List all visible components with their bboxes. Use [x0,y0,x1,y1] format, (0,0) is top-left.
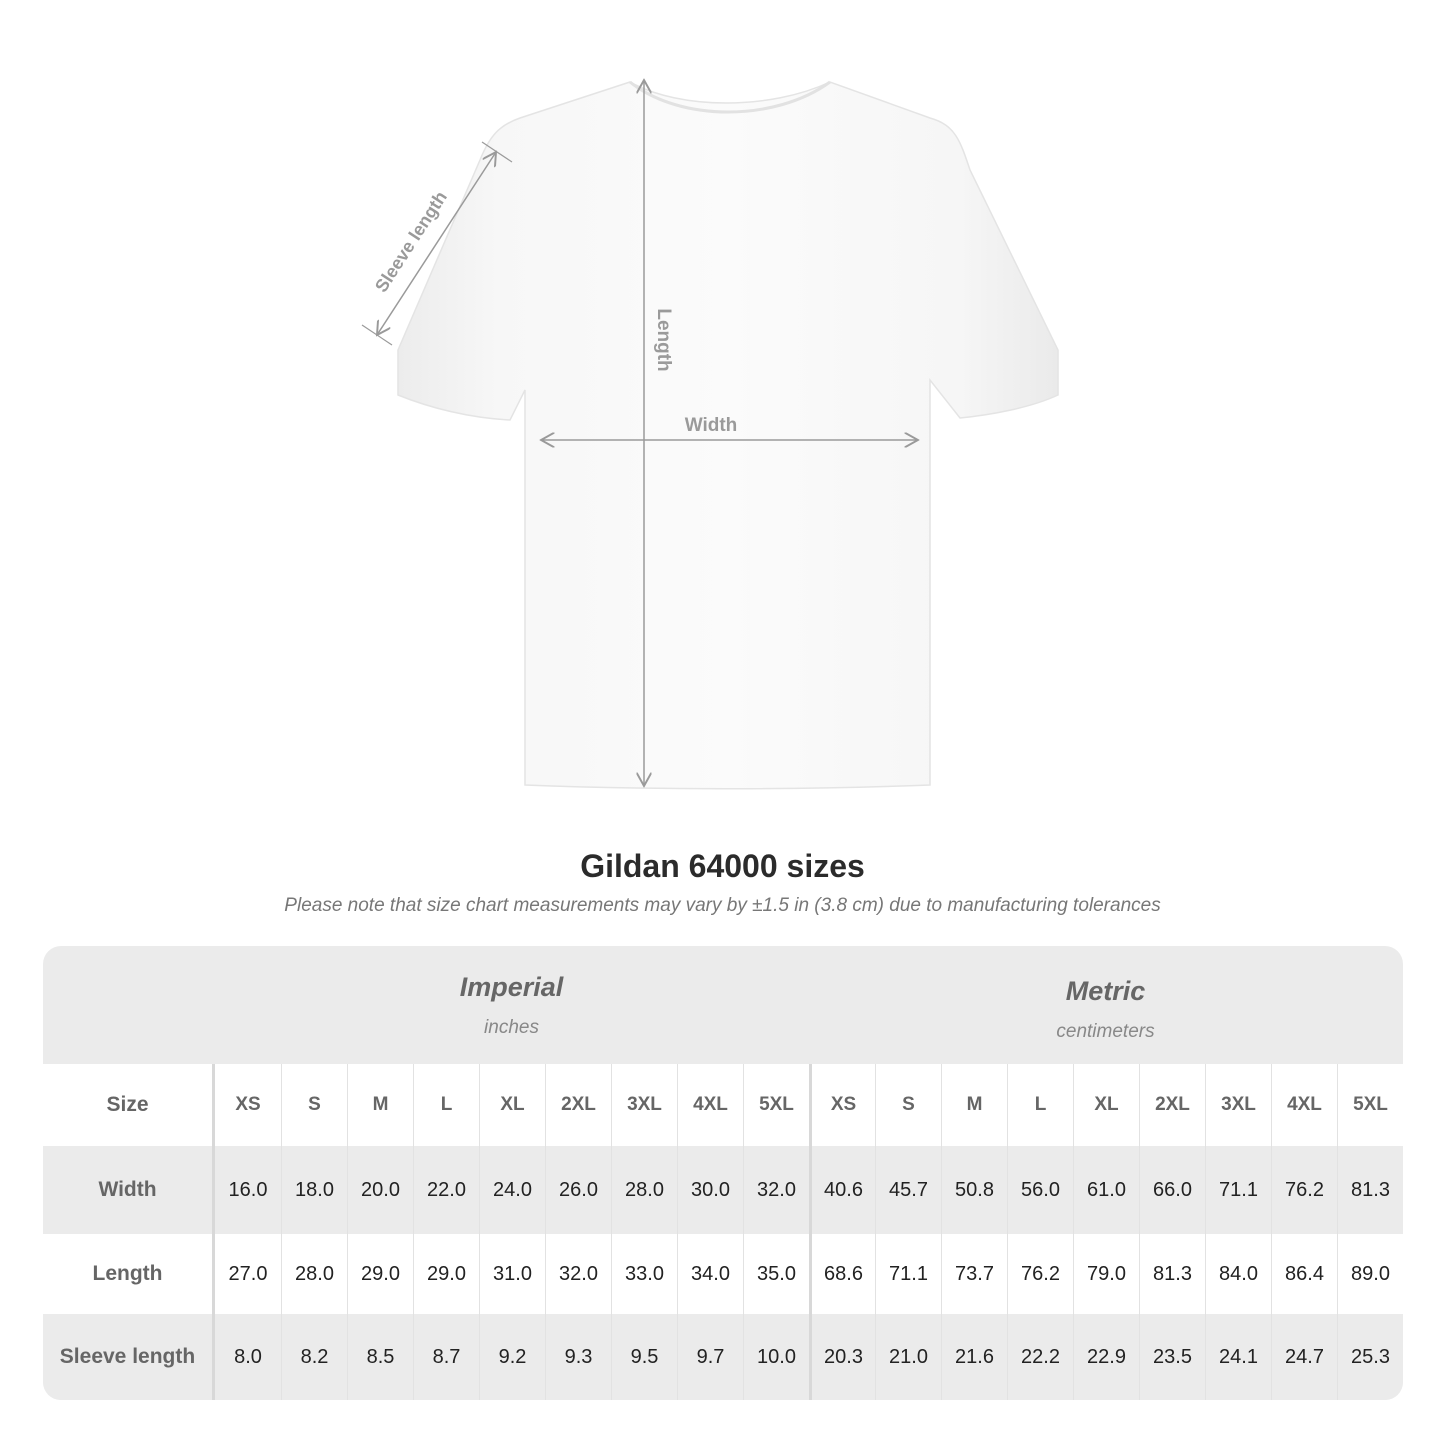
value-cell: 22.9 [1073,1314,1139,1400]
value-cell: 26.0 [545,1146,611,1234]
value-cell: 35.0 [743,1234,809,1314]
value-cell: 9.2 [479,1314,545,1400]
row-label: Width [43,1146,215,1234]
value-cell: 89.0 [1337,1234,1403,1314]
value-cell: 73.7 [941,1234,1007,1314]
value-cell: 71.1 [1205,1146,1271,1234]
value-cell: 23.5 [1139,1314,1205,1400]
value-cell: 71.1 [875,1234,941,1314]
value-cell: 84.0 [1205,1234,1271,1314]
value-cell: 20.3 [809,1314,875,1400]
table-row-sleeve-length: Sleeve length 8.0 8.2 8.5 8.7 9.2 9.3 9.5 9.7 10.… [43,1314,1403,1400]
size-header-cell: XS [809,1064,875,1146]
value-cell: 8.2 [281,1314,347,1400]
size-header-cell: XL [479,1064,545,1146]
value-cell: 20.0 [347,1146,413,1234]
value-cell: 22.0 [413,1146,479,1234]
value-cell: 45.7 [875,1146,941,1234]
value-cell: 9.7 [677,1314,743,1400]
value-cell: 32.0 [545,1234,611,1314]
value-cell: 56.0 [1007,1146,1073,1234]
value-cell: 18.0 [281,1146,347,1234]
size-header-cell: L [413,1064,479,1146]
value-cell: 28.0 [611,1146,677,1234]
size-header-cell: S [875,1064,941,1146]
row-label: Sleeve length [43,1314,215,1400]
imperial-header: Imperial inches [215,946,808,1064]
value-cell: 9.3 [545,1314,611,1400]
tolerance-note: Please note that size chart measurements… [284,895,1161,916]
table-row-length: Length 27.0 28.0 29.0 29.0 31.0 32.0 33.0 34.0 35… [43,1234,1403,1314]
value-cell: 8.5 [347,1314,413,1400]
page-title: Gildan 64000 sizes [580,848,865,884]
value-cell: 32.0 [743,1146,809,1234]
size-header-cell: 4XL [1271,1064,1337,1146]
size-header-cell: 4XL [677,1064,743,1146]
tshirt-diagram: Sleeve length Length Width [361,0,1059,790]
value-cell: 28.0 [281,1234,347,1314]
size-header-cell: 2XL [545,1064,611,1146]
value-cell: 68.6 [809,1234,875,1314]
size-header-cell: XL [1073,1064,1139,1146]
value-cell: 21.6 [941,1314,1007,1400]
value-cell: 16.0 [228,1178,268,1201]
metric-header: Metric centimeters [808,946,1403,1064]
size-table: Imperial inches Metric centimeters Size X… [43,946,1403,1400]
value-cell: 30.0 [677,1146,743,1234]
value-cell: 10.0 [743,1314,809,1400]
metric-unit: centimeters [1056,1021,1155,1042]
value-cell: 86.4 [1271,1234,1337,1314]
value-cell: 79.0 [1073,1234,1139,1314]
value-cell: 29.0 [347,1234,413,1314]
metric-title: Metric [1065,976,1146,1006]
sleeve-length-arrow [377,152,496,335]
value-cell: 25.3 [1337,1314,1403,1400]
size-header-cell: 5XL [743,1064,809,1146]
size-header-cell: 3XL [1205,1064,1271,1146]
value-cell: 24.1 [1205,1314,1271,1400]
size-header-cell: L [1007,1064,1073,1146]
value-cell: 61.0 [1073,1146,1139,1234]
imperial-unit: inches [484,1017,539,1038]
value-cell: 27.0 [228,1262,268,1285]
size-header-cell: XS [235,1094,261,1115]
size-header-cell: 2XL [1139,1064,1205,1146]
size-header-cell: M [347,1064,413,1146]
value-cell: 24.0 [479,1146,545,1234]
value-cell: 66.0 [1139,1146,1205,1234]
value-cell: 76.2 [1007,1234,1073,1314]
table-row-size: Size XS S M L XL 2XL 3XL 4XL 5XL XS S M L XL 2XL 3XL 4XL 5… [43,1064,1403,1146]
value-cell: 9.5 [611,1314,677,1400]
size-header-cell: S [281,1064,347,1146]
size-header-cell: 3XL [611,1064,677,1146]
width-label: Width [685,415,738,436]
table-row-width: Width 16.0 18.0 20.0 22.0 24.0 26.0 28.0 30.0 32.… [43,1146,1403,1234]
value-cell: 24.7 [1271,1314,1337,1400]
row-label: Length [43,1234,215,1314]
value-cell: 76.2 [1271,1146,1337,1234]
value-cell: 81.3 [1139,1234,1205,1314]
value-cell: 40.6 [809,1146,875,1234]
value-cell: 33.0 [611,1234,677,1314]
value-cell: 8.0 [234,1345,262,1368]
row-label: Size [43,1064,215,1146]
size-header-cell: 5XL [1337,1064,1403,1146]
value-cell: 31.0 [479,1234,545,1314]
value-cell: 34.0 [677,1234,743,1314]
value-cell: 29.0 [413,1234,479,1314]
value-cell: 8.7 [413,1314,479,1400]
length-label: Length [653,308,674,371]
value-cell: 81.3 [1337,1146,1403,1234]
value-cell: 22.2 [1007,1314,1073,1400]
value-cell: 50.8 [941,1146,1007,1234]
imperial-title: Imperial [459,972,564,1002]
size-header-cell: M [941,1064,1007,1146]
value-cell: 21.0 [875,1314,941,1400]
